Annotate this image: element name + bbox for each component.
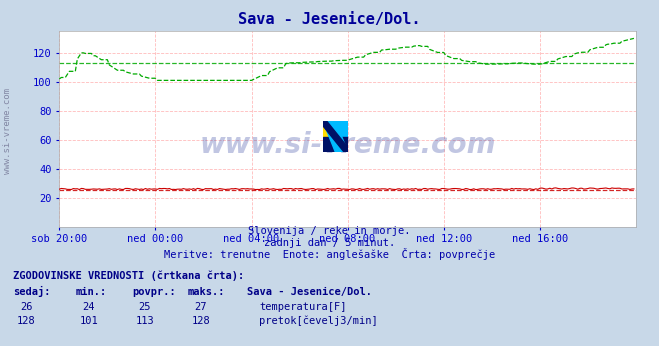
Text: ZGODOVINSKE VREDNOSTI (črtkana črta):: ZGODOVINSKE VREDNOSTI (črtkana črta): bbox=[13, 270, 244, 281]
Text: maks.:: maks.: bbox=[188, 287, 225, 297]
Text: www.si-vreme.com: www.si-vreme.com bbox=[200, 130, 496, 158]
Text: 113: 113 bbox=[136, 316, 154, 326]
Text: min.:: min.: bbox=[76, 287, 107, 297]
Text: www.si-vreme.com: www.si-vreme.com bbox=[3, 89, 13, 174]
Text: Sava - Jesenice/Dol.: Sava - Jesenice/Dol. bbox=[247, 287, 372, 297]
Text: sedaj:: sedaj: bbox=[13, 286, 51, 297]
Text: zadnji dan / 5 minut.: zadnji dan / 5 minut. bbox=[264, 238, 395, 248]
Text: Slovenija / reke in morje.: Slovenija / reke in morje. bbox=[248, 226, 411, 236]
Text: 26: 26 bbox=[20, 302, 32, 312]
Text: 128: 128 bbox=[17, 316, 36, 326]
Text: pretok[čevelj3/min]: pretok[čevelj3/min] bbox=[259, 316, 378, 326]
Bar bbox=[323, 137, 348, 152]
Bar bbox=[323, 121, 335, 137]
Text: 128: 128 bbox=[192, 316, 210, 326]
Text: Sava - Jesenice/Dol.: Sava - Jesenice/Dol. bbox=[239, 12, 420, 27]
Text: 24: 24 bbox=[83, 302, 95, 312]
Text: temperatura[F]: temperatura[F] bbox=[259, 302, 347, 312]
Bar bbox=[335, 121, 348, 137]
Text: 25: 25 bbox=[139, 302, 151, 312]
Text: 27: 27 bbox=[195, 302, 207, 312]
Polygon shape bbox=[323, 121, 348, 152]
Text: povpr.:: povpr.: bbox=[132, 287, 175, 297]
Text: Meritve: trenutne  Enote: anglešaške  Črta: povprečje: Meritve: trenutne Enote: anglešaške Črta… bbox=[164, 248, 495, 260]
Text: 101: 101 bbox=[80, 316, 98, 326]
Polygon shape bbox=[323, 121, 348, 152]
